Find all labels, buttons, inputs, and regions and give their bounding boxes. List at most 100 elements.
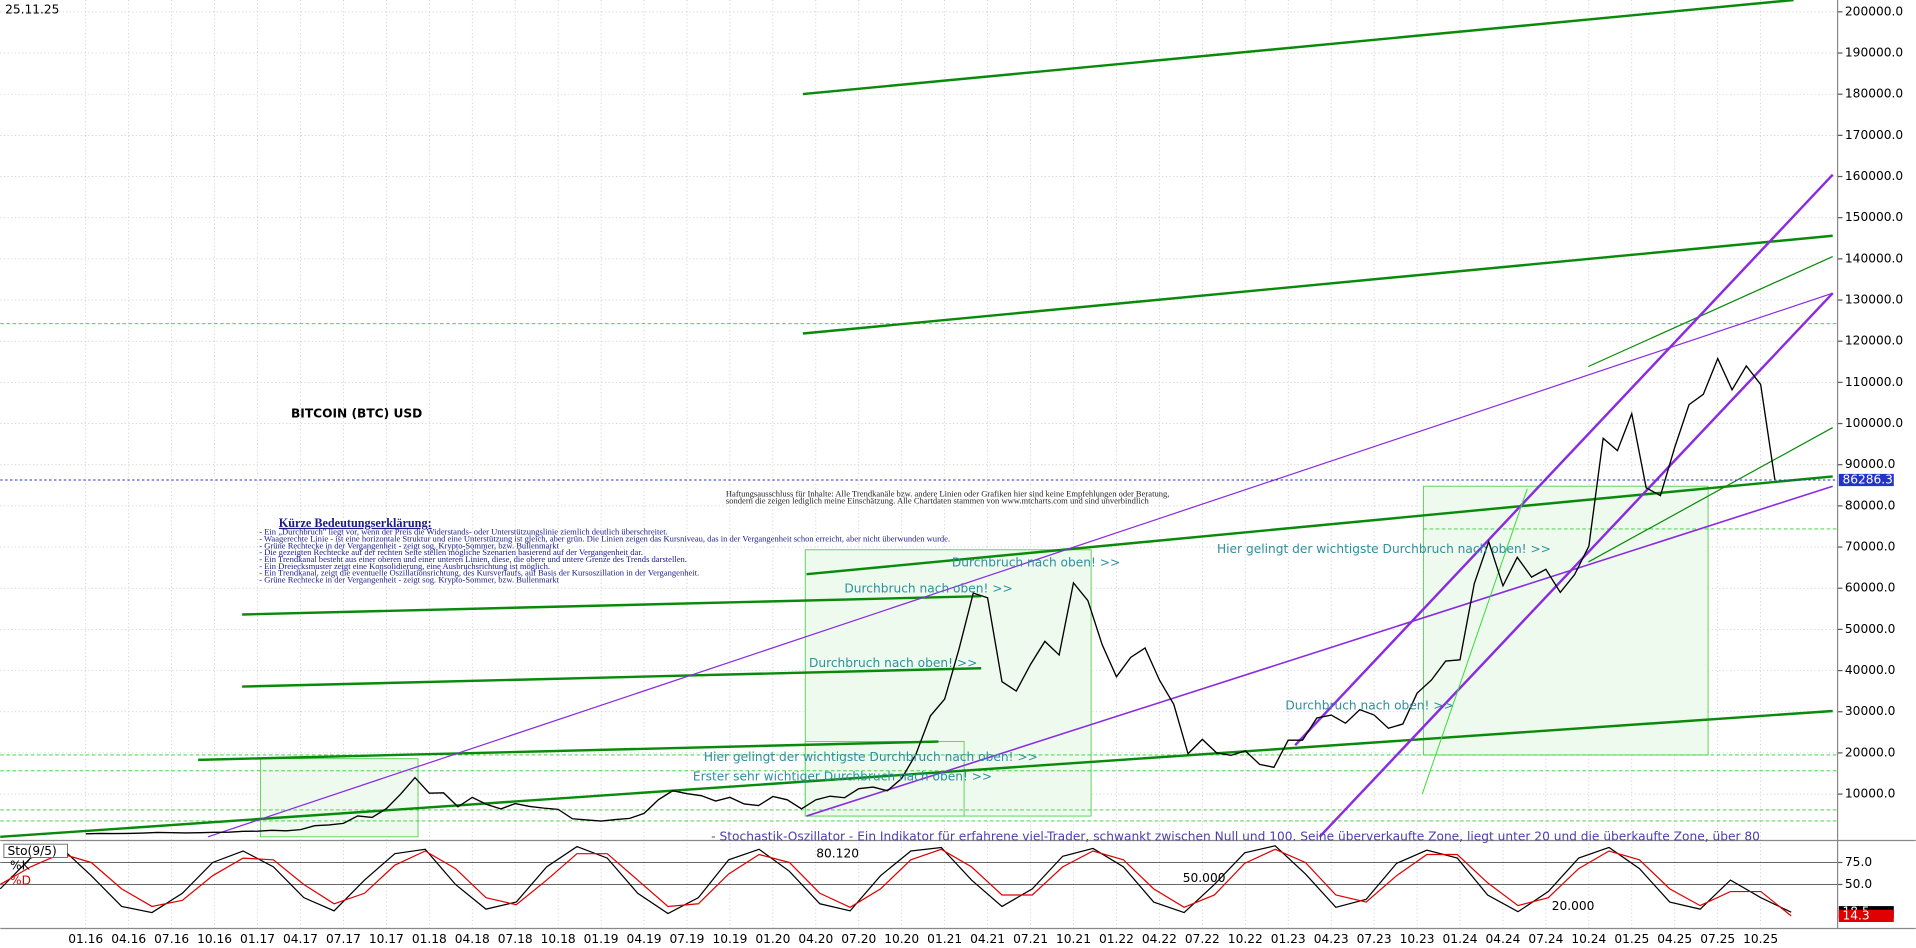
annotation: Durchbruch nach oben! >> — [1285, 699, 1453, 713]
last-value-box — [1838, 909, 1894, 922]
x-tick-label: 04.23 — [1314, 932, 1349, 946]
y-tick-label: 40000.0 — [1845, 663, 1895, 677]
y-tick-label: 180000.0 — [1845, 87, 1903, 101]
annotation: Durchbruch nach oben! >> — [952, 556, 1120, 570]
trendline — [242, 667, 982, 688]
level-label: 80.120 — [816, 846, 859, 860]
y-tick-label: 60000.0 — [1845, 581, 1895, 595]
y-tick-label: 75.0 — [1845, 855, 1872, 869]
trendline — [207, 292, 1833, 838]
last-value-label: 86286.3 — [1842, 473, 1892, 487]
legend-entry: %D — [10, 873, 31, 887]
x-tick-label: 01.21 — [927, 932, 962, 946]
x-tick-label: 07.24 — [1528, 932, 1563, 946]
y-tick-label: 150000.0 — [1845, 210, 1903, 224]
x-tick-label: 01.20 — [755, 932, 790, 946]
trendline — [242, 594, 982, 616]
y-tick-label: 50000.0 — [1845, 622, 1895, 636]
rectangle — [1422, 485, 1709, 756]
annotation: Hier gelingt der wichtigste Durchbruch n… — [704, 750, 1038, 764]
last-value-box — [1838, 473, 1894, 487]
x-tick-label: 10.23 — [1400, 932, 1435, 946]
x-tick-label: 07.16 — [154, 932, 189, 946]
x-tick-label: 04.18 — [455, 932, 490, 946]
x-tick-label: 10.19 — [712, 932, 747, 946]
x-tick-label: 01.17 — [240, 932, 275, 946]
legend-line: - Ein Trendkanal besteht aus einer obere… — [259, 554, 687, 564]
legend-line: - Grüne Rechtecke in der Vergangenheit -… — [259, 574, 559, 584]
y-tick-label: 100000.0 — [1845, 416, 1903, 430]
x-tick-label: 07.25 — [1700, 932, 1735, 946]
y-tick-label: 190000.0 — [1845, 46, 1903, 60]
trendline — [198, 740, 939, 762]
y-tick-label: 10000.0 — [1845, 787, 1895, 801]
legend-title: Kürze Bedeutungserklärung: — [279, 516, 432, 530]
annotation: Durchbruch nach oben! >> — [844, 581, 1012, 595]
stoch-line — [0, 845, 1792, 915]
x-tick-label: 04.17 — [283, 932, 318, 946]
level-label: 50.000 — [1183, 871, 1226, 885]
trendline — [1294, 173, 1834, 747]
legend-line: - Ein „Durchbruch" liegt vor, wenn der P… — [259, 527, 667, 537]
x-tick-label: 07.22 — [1185, 932, 1220, 946]
y-tick-label: 30000.0 — [1845, 704, 1895, 718]
y-tick-label: 20000.0 — [1845, 745, 1895, 759]
plot — [0, 356, 1838, 917]
purple-trendlines — [207, 173, 1834, 838]
x-tick-label: 10.18 — [541, 932, 576, 946]
y-tick-label: 120000.0 — [1845, 334, 1903, 348]
x-tick-label: 04.16 — [111, 932, 146, 946]
y-tick-label: 170000.0 — [1845, 128, 1903, 142]
x-tick-label: 10.17 — [369, 932, 404, 946]
annotation: Hier gelingt der wichtigste Durchbruch n… — [1217, 542, 1551, 556]
indicator-title: Sto(9/5) — [8, 844, 57, 858]
triangle-line — [1421, 488, 1528, 795]
x-tick-label: 04.24 — [1485, 932, 1520, 946]
x-tick-label: 01.19 — [584, 932, 619, 946]
date-label: 25.11.25 — [5, 2, 59, 16]
x-tick-label: 07.20 — [841, 932, 876, 946]
indicator-box — [3, 843, 68, 858]
x-tick-label: 01.22 — [1099, 932, 1134, 946]
x-tick-label: 01.16 — [68, 932, 103, 946]
trendline — [802, 234, 1833, 335]
y-tick-label: 130000.0 — [1845, 293, 1903, 307]
y-tick-label: 50.0 — [1845, 877, 1872, 891]
x-tick-label: 07.19 — [670, 932, 705, 946]
last-value-label: 14.3 — [1842, 908, 1869, 922]
annotation: Erster sehr wichtiger Durchbruch nach ob… — [693, 769, 992, 783]
trendline — [1318, 292, 1834, 838]
x-tick-label: 07.21 — [1013, 932, 1048, 946]
x-tick-label: 01.24 — [1443, 932, 1478, 946]
x-tick-label: 10.21 — [1056, 932, 1091, 946]
x-tick-label: 10.20 — [884, 932, 919, 946]
legend-entry: %K — [10, 859, 31, 873]
trendline — [1588, 255, 1833, 368]
x-tick-label: 01.23 — [1271, 932, 1306, 946]
chart-title: BITCOIN (BTC) USD — [291, 407, 422, 421]
x-tick-label: 10.24 — [1571, 932, 1606, 946]
y-tick-label: 200000.0 — [1845, 4, 1903, 18]
disclaimer: sondern die zeigen lediglich meine Einsc… — [726, 495, 1150, 505]
x-tick-label: 10.16 — [197, 932, 232, 946]
x-tick-label: 10.25 — [1743, 932, 1778, 946]
level-lines — [0, 323, 1838, 822]
x-tick-label: 04.25 — [1657, 932, 1692, 946]
x-tick-label: 10.22 — [1228, 932, 1263, 946]
legend-line: - Ein Dreiecksmuster zeigt eine Konsolid… — [259, 561, 550, 571]
x-tick-label: 04.21 — [970, 932, 1005, 946]
level-label: 20.000 — [1552, 899, 1595, 913]
x-tick-label: 07.18 — [498, 932, 533, 946]
x-tick-label: 01.25 — [1614, 932, 1649, 946]
legend-line: - Waagerechte Linie - ist eine horizonta… — [259, 533, 950, 543]
x-tick-label: 04.20 — [798, 932, 833, 946]
disclaimer: Haftungsausschluss für Inhalte: Alle Tre… — [726, 489, 1170, 499]
trendline — [0, 709, 1833, 839]
x-tick-label: 04.22 — [1142, 932, 1177, 946]
legend-line: - Grüne Rechtecke in der Vergangenheit -… — [259, 540, 559, 550]
stoch-line — [0, 848, 1792, 917]
legend-line: - Die gezeigten Rechtecke auf der rechte… — [259, 547, 643, 557]
y-tick-label: 110000.0 — [1845, 375, 1903, 389]
y-tick-label: 90000.0 — [1845, 457, 1895, 471]
